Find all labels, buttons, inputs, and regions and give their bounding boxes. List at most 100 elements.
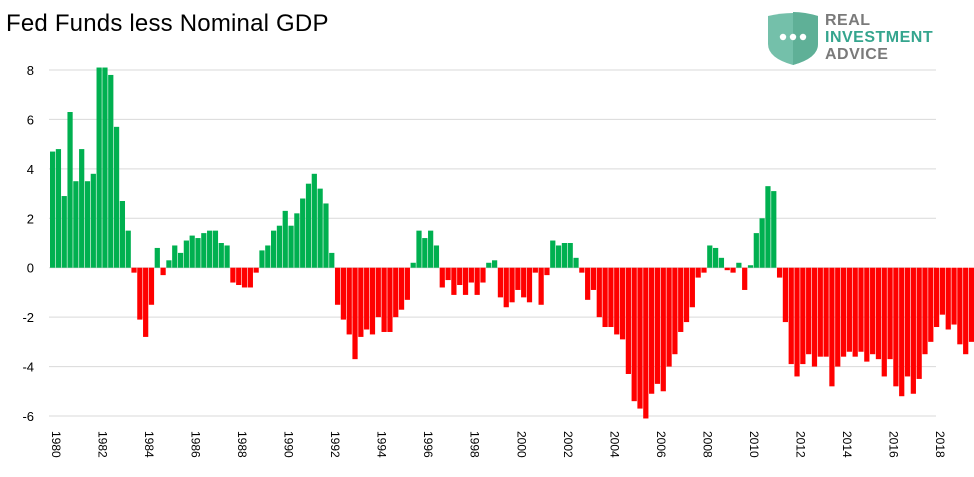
- bar: [765, 186, 771, 268]
- bar: [899, 267, 905, 397]
- bar: [957, 267, 963, 345]
- bar: [352, 267, 358, 360]
- x-tick-label: 2018: [933, 431, 947, 458]
- x-tick-label: 1990: [282, 431, 296, 458]
- logo-line-2: INVESTMENT: [825, 29, 934, 46]
- bar: [678, 267, 684, 332]
- x-tick-label: 1996: [421, 431, 435, 458]
- bar: [509, 267, 515, 303]
- x-tick-label: 1984: [142, 431, 156, 458]
- bar: [358, 267, 364, 337]
- bar: [288, 225, 294, 268]
- bar: [823, 267, 829, 357]
- x-tick-label: 1980: [49, 431, 63, 458]
- bar: [172, 245, 178, 268]
- bar: [928, 267, 934, 342]
- bar: [462, 267, 469, 295]
- bar: [521, 267, 527, 298]
- bar: [230, 267, 236, 283]
- bar: [654, 267, 661, 384]
- bar: [294, 213, 300, 268]
- logo: REAL INVESTMENT ADVICE: [765, 10, 965, 66]
- bar: [218, 243, 224, 268]
- bar: [835, 267, 841, 367]
- bar: [893, 267, 899, 387]
- bar: [265, 245, 271, 268]
- bar: [457, 267, 463, 286]
- bar: [753, 233, 759, 268]
- bar: [846, 267, 852, 352]
- x-tick-label: 2008: [700, 431, 714, 458]
- x-tick-label: 1988: [235, 431, 249, 458]
- bar: [334, 267, 341, 305]
- bar: [480, 267, 486, 283]
- bar: [364, 267, 370, 330]
- x-tick-label: 2000: [514, 431, 528, 458]
- bar: [416, 230, 422, 268]
- bar: [183, 240, 189, 268]
- bar: [119, 200, 126, 268]
- bar: [794, 267, 800, 377]
- bar: [666, 267, 672, 367]
- bar: [561, 243, 568, 268]
- bar: [672, 267, 678, 355]
- bar: [852, 267, 858, 357]
- bar: [782, 267, 789, 323]
- y-tick-label: -4: [22, 360, 34, 375]
- y-axis-ticks: 8 6 4 2 0 -2 -4 -6: [22, 63, 34, 424]
- bar: [602, 267, 608, 328]
- bar: [532, 267, 538, 273]
- bar: [742, 267, 748, 290]
- bar: [73, 181, 79, 268]
- bar: [300, 198, 306, 268]
- bar: [573, 257, 579, 268]
- bar: [271, 230, 277, 268]
- bar: [212, 230, 219, 268]
- bar: [875, 267, 882, 360]
- bar: [236, 267, 242, 286]
- bar: [817, 267, 823, 357]
- bar: [55, 149, 62, 268]
- bar: [422, 238, 428, 268]
- bar: [776, 267, 783, 278]
- bar: [131, 267, 137, 273]
- bar: [329, 252, 335, 268]
- bar: [259, 250, 265, 268]
- bars: [50, 67, 974, 419]
- bar: [84, 181, 91, 268]
- bar: [934, 267, 940, 328]
- bar: [148, 267, 155, 305]
- bar: [160, 267, 166, 276]
- bar: [916, 267, 922, 379]
- bar: [544, 267, 550, 276]
- bar: [369, 267, 376, 335]
- x-tick-label: 2002: [561, 431, 575, 458]
- bar: [579, 267, 585, 273]
- bar: [108, 74, 114, 268]
- bar: [90, 173, 96, 268]
- bar: [177, 252, 184, 268]
- bar: [858, 267, 864, 352]
- bar: [61, 196, 67, 268]
- bar: [207, 230, 213, 268]
- bar: [713, 247, 719, 268]
- y-tick-label: -2: [22, 310, 34, 325]
- bar: [660, 267, 666, 392]
- bar: [526, 267, 533, 303]
- bar: [643, 267, 649, 419]
- bar: [788, 267, 794, 365]
- bar: [189, 235, 195, 268]
- bar: [154, 247, 160, 268]
- bar: [201, 233, 207, 268]
- bar: [747, 265, 754, 268]
- bar: [311, 173, 317, 268]
- logo-line-1: REAL: [825, 12, 871, 29]
- bar: [410, 262, 416, 268]
- bar: [730, 267, 736, 273]
- x-tick-label: 1994: [375, 431, 389, 458]
- bar: [381, 267, 387, 332]
- bar: [79, 149, 85, 268]
- bar: [724, 267, 730, 271]
- bar: [555, 245, 562, 268]
